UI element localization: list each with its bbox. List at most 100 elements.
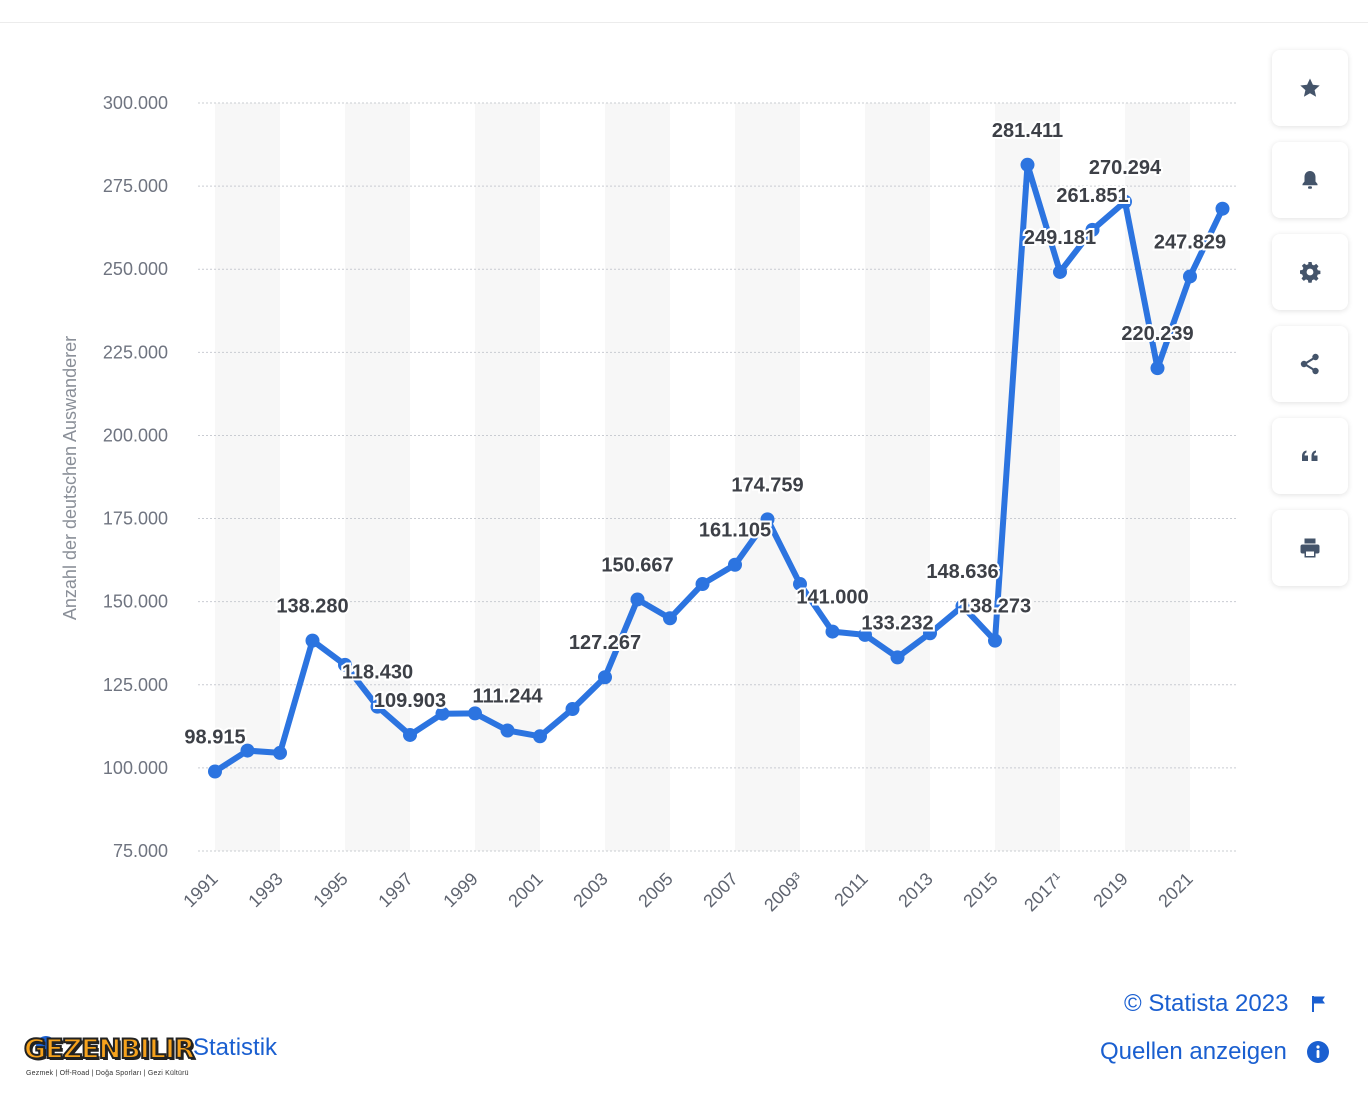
watermark-logo-subtitle: Gezmek | Off-Road | Doğa Sporları | Gezi… [26, 1070, 189, 1077]
data-label: 148.636 [926, 561, 998, 583]
gear-icon [1300, 262, 1321, 283]
data-label: 261.851 [1056, 185, 1128, 207]
x-axis-ticks: 1991 1993 1995 1997 1999 2001 2003 2005 2007 2009… [179, 869, 1196, 916]
share-icon [1300, 353, 1319, 375]
data-label: 109.903 [374, 690, 446, 712]
data-labels: 98.915 138.280 118.430 109.903 111.244 127.26… [182, 118, 1228, 751]
background-band [735, 103, 800, 851]
data-label: 111.244 [472, 686, 543, 708]
data-point[interactable] [728, 557, 742, 572]
print-button[interactable] [1272, 510, 1348, 586]
stat-link[interactable]: Statistik [193, 1034, 277, 1062]
data-point[interactable] [598, 670, 612, 685]
info-icon[interactable] [1306, 1040, 1330, 1064]
data-point[interactable] [435, 706, 450, 721]
x-tick-label: 2007 [699, 869, 741, 911]
sources-link[interactable]: Quellen anzeigen [1100, 1038, 1287, 1066]
flag-icon[interactable] [1310, 994, 1328, 1014]
data-point[interactable] [630, 592, 645, 607]
background-band [1125, 103, 1190, 851]
data-point[interactable] [955, 599, 970, 614]
data-label: 270.294 [1089, 157, 1162, 179]
data-point[interactable] [1053, 264, 1067, 279]
x-tick-label: 1995 [309, 869, 351, 911]
data-point[interactable] [208, 764, 222, 779]
data-point[interactable] [1085, 222, 1100, 237]
watermark-logo-text: GEZENBILIR [23, 1033, 196, 1066]
background-band [605, 103, 670, 851]
bell-icon [1302, 171, 1318, 189]
data-point[interactable] [403, 727, 417, 742]
background-bands [215, 103, 1190, 851]
data-point[interactable] [695, 577, 710, 592]
share-button[interactable] [1272, 326, 1348, 402]
data-point[interactable] [1183, 269, 1197, 284]
y-tick-label: 75.000 [113, 841, 168, 861]
data-points [208, 157, 1230, 779]
data-point[interactable] [240, 743, 255, 758]
data-label: 249.181 [1024, 227, 1096, 249]
data-label: 174.759 [731, 474, 803, 496]
data-label: 161.105 [699, 520, 771, 542]
background-band [865, 103, 930, 851]
settings-button[interactable] [1272, 234, 1348, 310]
x-tick-label: 2005 [634, 869, 676, 911]
y-axis-label: Anzahl der deutschen Auswanderer [60, 336, 80, 620]
copyright-link[interactable]: © Statista 2023 [1124, 990, 1288, 1018]
stat-link-dot [36, 1036, 56, 1056]
data-label: 247.829 [1154, 231, 1226, 253]
data-point[interactable] [988, 633, 1002, 648]
x-tick-label: 2021 [1154, 869, 1196, 911]
data-point[interactable] [338, 657, 352, 672]
data-point[interactable] [468, 706, 482, 721]
data-point[interactable] [825, 624, 840, 639]
x-tick-label: 2017¹ [1020, 869, 1067, 916]
x-tick-label: 1999 [439, 869, 481, 911]
data-point[interactable] [1150, 361, 1165, 376]
y-tick-label: 125.000 [103, 675, 168, 695]
data-point[interactable] [793, 577, 807, 592]
y-tick-label: 200.000 [103, 425, 168, 445]
data-point[interactable] [305, 633, 320, 648]
y-tick-label: 275.000 [103, 176, 168, 196]
data-point[interactable] [1118, 194, 1132, 209]
data-label: 150.667 [601, 554, 673, 576]
data-label: 98.915 [184, 726, 245, 748]
cite-button[interactable] [1272, 418, 1348, 494]
data-point[interactable] [370, 699, 385, 714]
data-label: 133.232 [861, 612, 933, 634]
copyright-text: © Statista 2023 [1124, 990, 1289, 1017]
watermark-logo: GEZENBILIR Gezmek | Off-Road | Doğa Spor… [23, 1030, 196, 1086]
top-divider [0, 22, 1368, 23]
data-label: 127.267 [569, 632, 641, 654]
background-band [345, 103, 410, 851]
x-tick-label: 1993 [244, 869, 286, 911]
data-label: 138.273 [959, 596, 1031, 618]
data-point[interactable] [858, 627, 872, 642]
data-point[interactable] [663, 611, 677, 626]
data-point[interactable] [890, 650, 905, 665]
data-point[interactable] [1020, 157, 1035, 172]
data-point[interactable] [760, 512, 775, 527]
data-point[interactable] [273, 745, 287, 760]
data-point[interactable] [500, 723, 515, 738]
y-tick-label: 150.000 [103, 592, 168, 612]
x-tick-label: 2015 [959, 869, 1001, 911]
gridlines [198, 102, 1238, 852]
printer-icon [1300, 538, 1320, 558]
series-line [212, 161, 1226, 775]
notification-button[interactable] [1272, 142, 1348, 218]
data-point[interactable] [1215, 201, 1230, 216]
background-band [215, 103, 280, 851]
y-tick-label: 300.000 [103, 93, 168, 113]
data-label: 220.239 [1121, 323, 1193, 345]
data-label: 141.000 [796, 587, 868, 609]
data-label: 118.430 [342, 662, 413, 684]
x-tick-label: 1997 [374, 869, 416, 911]
x-tick-label: 2013 [894, 869, 936, 911]
data-point[interactable] [565, 702, 580, 717]
favorite-button[interactable] [1272, 50, 1348, 126]
data-point[interactable] [923, 626, 937, 641]
data-point[interactable] [533, 729, 547, 744]
